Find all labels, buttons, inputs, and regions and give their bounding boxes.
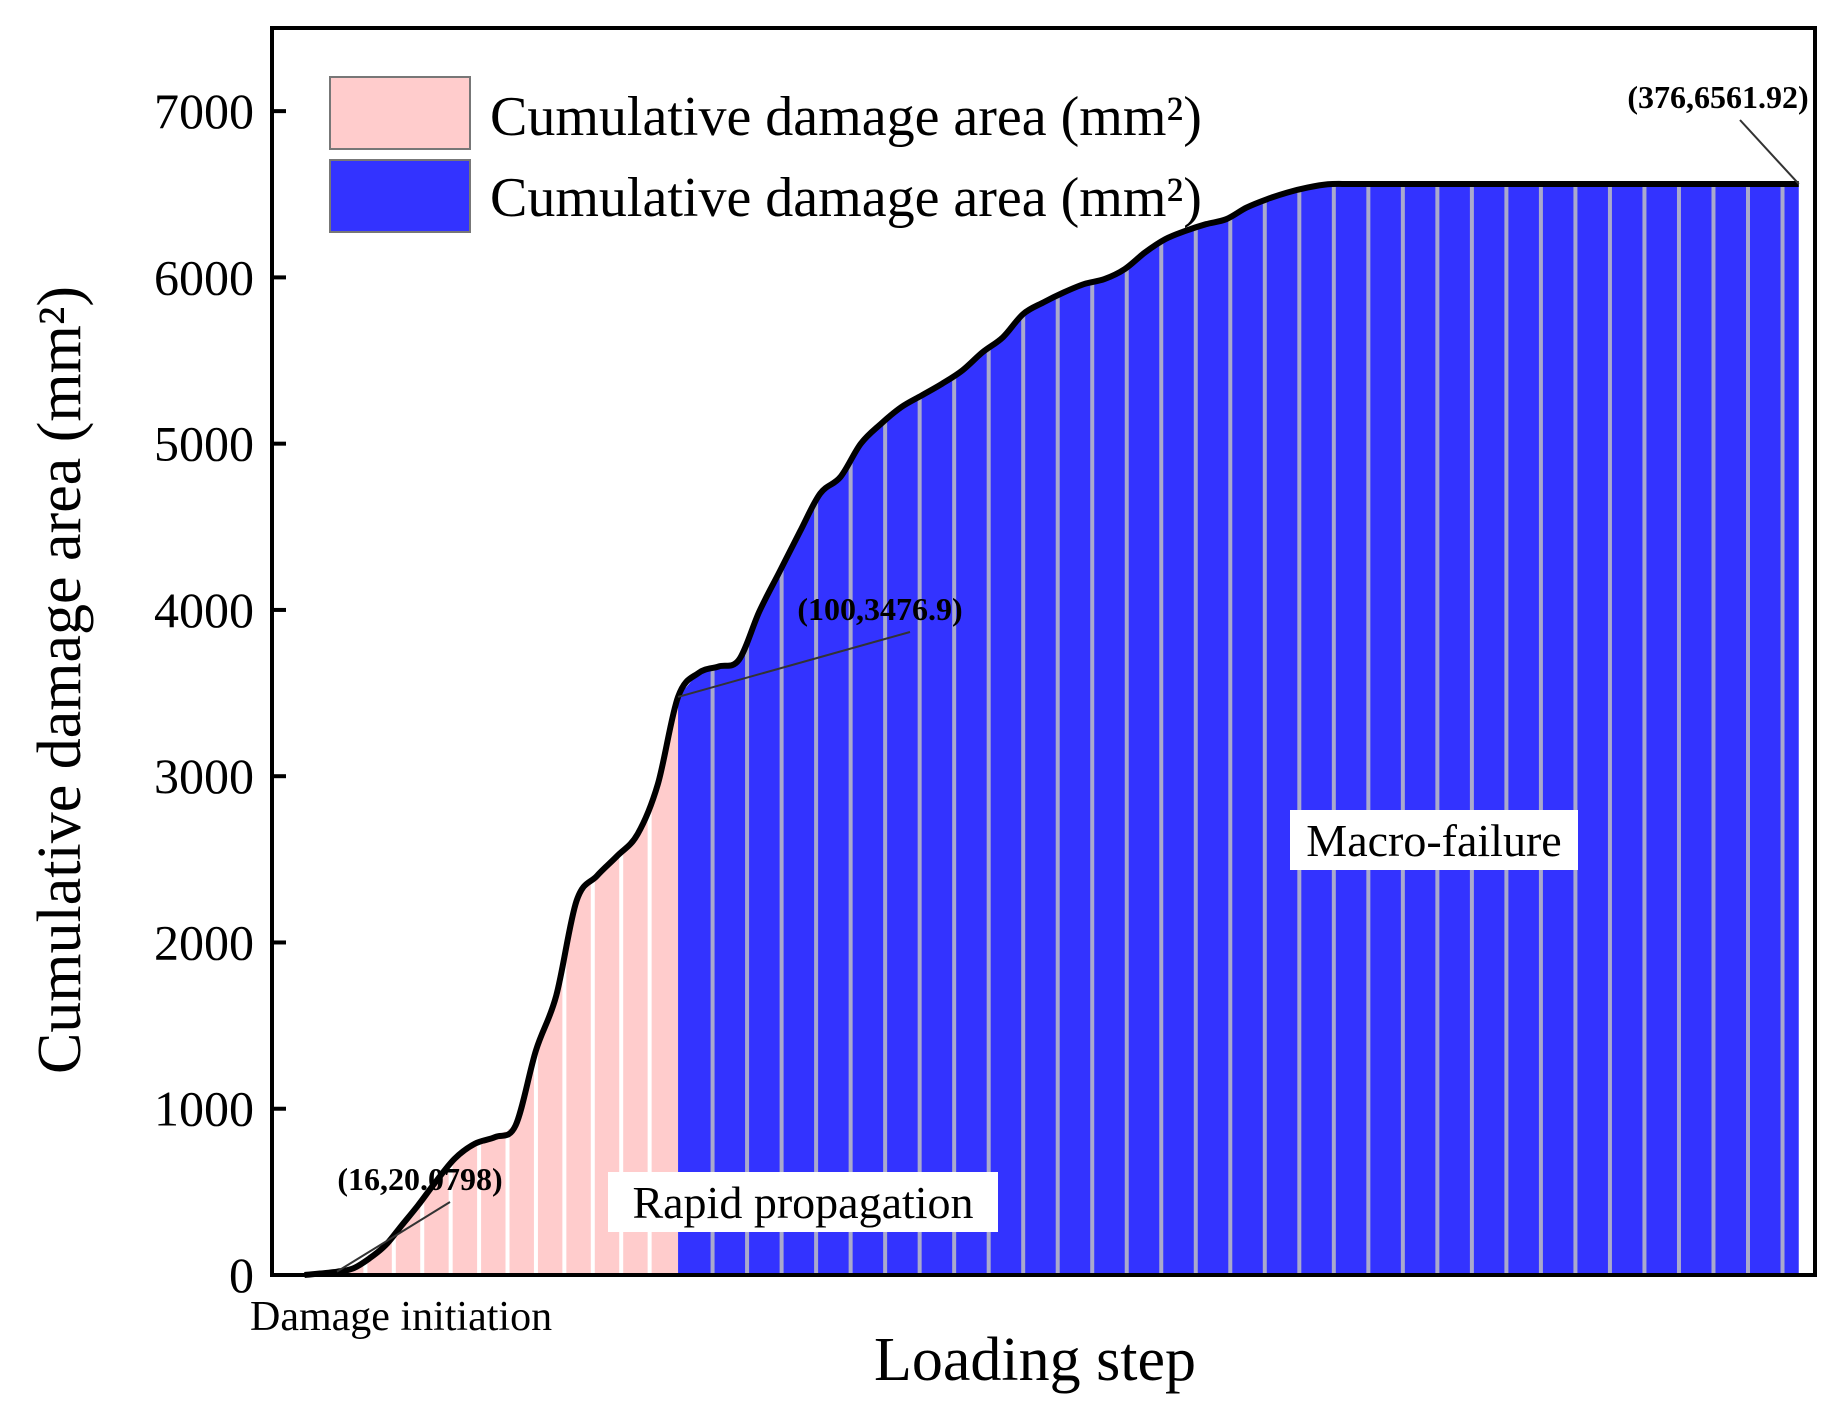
- legend: Cumulative damage area (mm²) Cumulative …: [329, 76, 1202, 233]
- y-axis: 0 1000 2000 3000 4000 5000 6000 7000: [154, 83, 286, 1303]
- annotation-label: (16,20.0798): [337, 1161, 502, 1197]
- phase-label-macro-bg: [1290, 810, 1578, 870]
- phase-label-propagation: Rapid propagation: [632, 1177, 973, 1228]
- annotation-label: (376,6561.92): [1627, 79, 1808, 115]
- plot-frame: [270, 26, 1817, 1277]
- annotation-leader: [1739, 119, 1800, 185]
- legend-label-pink: Cumulative damage area (mm²): [490, 86, 1202, 148]
- legend-swatch-pink: [329, 76, 471, 150]
- phase-label-macro: Macro-failure: [1306, 815, 1561, 866]
- annotation-leader: [336, 1201, 451, 1273]
- curve-line: [304, 180, 1799, 1278]
- y-tick-label: 7000: [154, 83, 254, 139]
- y-tick-label: 3000: [154, 748, 254, 804]
- y-tick-label: 0: [229, 1247, 254, 1303]
- y-tick-label: 2000: [154, 914, 254, 970]
- y-axis-label: Cumulative damage area (mm²): [26, 286, 94, 1074]
- annotation-leader: [677, 631, 911, 698]
- y-tick-label: 1000: [154, 1081, 254, 1137]
- annotation-label: (100,3476.9): [797, 591, 962, 627]
- legend-label-blue: Cumulative damage area (mm²): [490, 167, 1202, 229]
- phase-area-2: [678, 183, 1799, 1275]
- bars: [363, 183, 1785, 1275]
- plot-fill: [336, 183, 1799, 1275]
- phase-label-propagation-bg: [608, 1172, 998, 1232]
- y-tick-label: 6000: [154, 249, 254, 305]
- legend-swatch-blue: [329, 159, 471, 233]
- x-axis-label: Loading step: [874, 1326, 1196, 1394]
- y-tick-label: 5000: [154, 416, 254, 472]
- phase-label-initiation: Damage initiation: [250, 1294, 552, 1340]
- annotations: (16,20.0798) (100,3476.9) (376,6561.92): [336, 79, 1809, 1273]
- y-tick-label: 4000: [154, 582, 254, 638]
